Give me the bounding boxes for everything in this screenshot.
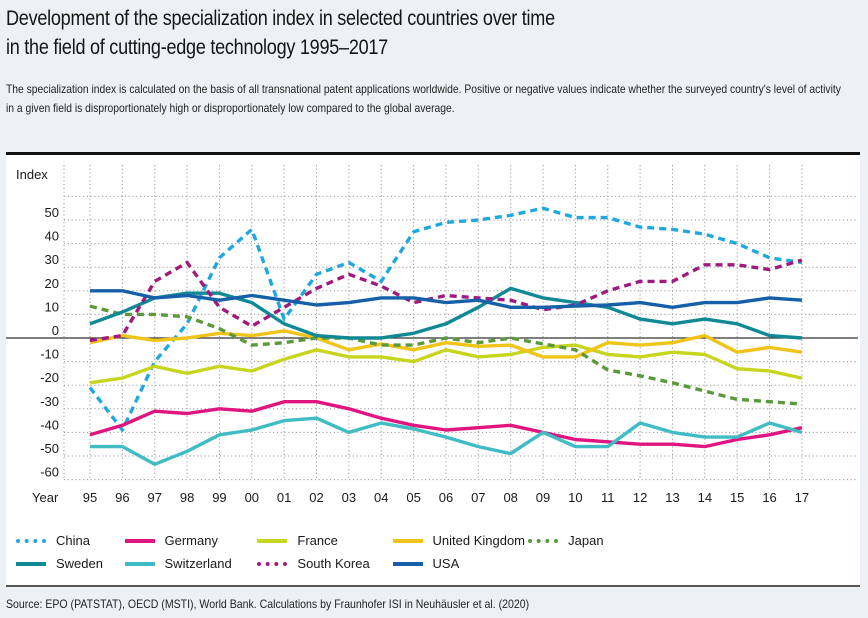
x-tick-label: 11	[601, 490, 615, 505]
y-tick-label: 0	[52, 323, 59, 338]
legend-item-china: China	[16, 533, 90, 548]
x-tick-label: 96	[115, 490, 129, 505]
legend-swatch	[124, 561, 155, 566]
legend-item-south-korea: South Korea	[257, 556, 370, 571]
y-tick-label: -10	[40, 347, 59, 362]
legend-swatch	[528, 538, 559, 543]
series-line-japan	[89, 304, 803, 406]
y-tick-label: 10	[45, 299, 59, 314]
x-tick-label: 09	[536, 490, 550, 505]
legend-swatch	[392, 538, 423, 543]
legend-swatch	[16, 561, 46, 566]
series-line-france	[89, 343, 803, 385]
y-tick-label: 40	[45, 229, 59, 244]
legend-label: United Kingdom	[432, 533, 526, 548]
title-line-2: in the field of cutting-edge technology …	[6, 36, 388, 59]
legend-label: USA	[432, 556, 460, 571]
x-tick-label: 97	[147, 490, 161, 505]
x-tick-label: 14	[698, 490, 712, 505]
x-axis-label: Year	[32, 490, 59, 505]
chart-panel: Index 50 40 30 20 10 0 -10 -20 -30 -40 -50 -60 Year 9…	[6, 152, 860, 587]
legend-item-sweden: Sweden	[16, 556, 103, 571]
legend-label: Switzerland	[164, 556, 232, 571]
legend-item-france: France	[257, 533, 338, 548]
source-note: Source: EPO (PATSTAT), OECD (MSTI), Worl…	[6, 597, 530, 611]
x-tick-label: 98	[180, 490, 194, 505]
x-tick-label: 01	[277, 490, 291, 505]
series-line-usa	[90, 289, 803, 310]
legend-swatch	[257, 561, 288, 566]
y-tick-label: -40	[40, 417, 59, 432]
legend-label: France	[297, 533, 338, 548]
x-tick-label: 06	[439, 490, 453, 505]
title-line-1: Development of the specialization index …	[6, 7, 555, 30]
x-axis: Year 95 96 97 98 99 00 01 02 03 04 05 06 07 08 09 10 11 12…	[32, 490, 809, 505]
y-tick-label: 20	[45, 276, 59, 291]
y-tick-label: -50	[40, 441, 59, 456]
legend-item-united-kingdom: United Kingdom	[392, 533, 526, 548]
legend-label: Japan	[568, 533, 604, 548]
series-group	[88, 206, 803, 466]
chart-title: Development of the specialization index …	[6, 4, 857, 62]
legend-item-germany: Germany	[124, 533, 218, 548]
x-tick-label: 07	[471, 490, 485, 505]
x-tick-label: 13	[665, 490, 679, 505]
legend-swatch	[257, 538, 288, 543]
x-tick-label: 03	[342, 490, 356, 505]
legend-item-usa: USA	[392, 556, 460, 571]
legend-item-japan: Japan	[528, 533, 604, 548]
x-tick-label: 04	[374, 490, 388, 505]
x-tick-label: 02	[309, 490, 323, 505]
y-axis-label: Index	[16, 167, 48, 182]
x-tick-label: 17	[795, 490, 809, 505]
x-tick-label: 12	[633, 490, 647, 505]
legend-swatch	[16, 538, 46, 543]
y-tick-label: 50	[45, 205, 59, 220]
legend-label: China	[56, 533, 90, 548]
line-chart: Index 50 40 30 20 10 0 -10 -20 -30 -40 -50 -60 Year 9…	[6, 165, 858, 505]
grid	[6, 165, 858, 481]
x-tick-label: 00	[245, 490, 259, 505]
y-tick-label: -20	[40, 370, 59, 385]
x-tick-label: 10	[568, 490, 582, 505]
legend-item-switzerland: Switzerland	[124, 556, 232, 571]
x-tick-label: 05	[406, 490, 420, 505]
x-tick-label: 99	[212, 490, 226, 505]
chart-description: The specialization index is calculated o…	[6, 82, 841, 115]
x-tick-label: 08	[503, 490, 517, 505]
legend-label: Sweden	[56, 556, 103, 571]
series-line-south-korea	[89, 258, 803, 343]
series-line-china	[88, 206, 803, 432]
legend-label: South Korea	[297, 556, 370, 571]
y-axis: Index 50 40 30 20 10 0 -10 -20 -30 -40 -50 -60	[16, 167, 59, 480]
y-tick-label: -30	[40, 394, 59, 409]
legend-label: Germany	[164, 533, 218, 548]
x-tick-label: 15	[730, 490, 744, 505]
series-line-germany	[89, 399, 803, 449]
x-tick-label: 16	[762, 490, 776, 505]
y-tick-label: -60	[40, 465, 59, 480]
series-line-switzerland	[90, 416, 803, 466]
legend-swatch	[124, 538, 155, 543]
y-tick-label: 30	[45, 252, 59, 267]
series-line-united-kingdom	[89, 329, 803, 359]
x-tick-label: 95	[83, 490, 97, 505]
legend-swatch	[392, 561, 423, 566]
